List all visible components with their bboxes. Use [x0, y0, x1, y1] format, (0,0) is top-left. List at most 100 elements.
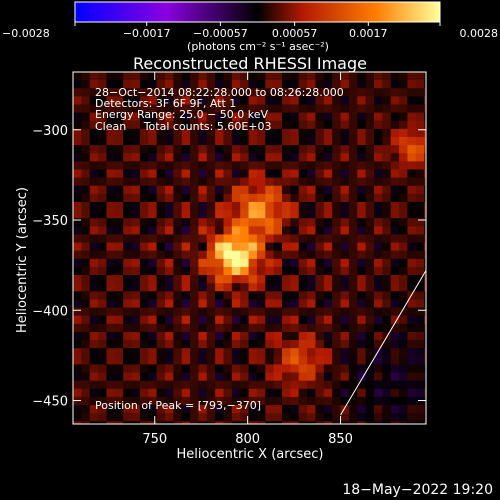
heatmap-cell [248, 388, 258, 398]
heatmap-cell [390, 145, 400, 154]
heatmap-cell [190, 210, 200, 219]
heatmap-cell [265, 348, 275, 357]
heatmap-cell [181, 104, 191, 114]
heatmap-cell [273, 72, 283, 81]
heatmap-cell [123, 413, 133, 422]
heatmap-cell [114, 315, 124, 325]
heatmap-cell [181, 413, 191, 422]
heatmap-cell [323, 348, 333, 357]
heatmap-cell [240, 226, 250, 236]
heatmap-cell [265, 80, 275, 89]
heatmap-cell [156, 242, 166, 252]
heatmap-cell [139, 405, 149, 414]
heatmap-cell [382, 193, 392, 203]
heatmap-cell [282, 340, 291, 349]
heatmap-cell [164, 169, 174, 179]
heatmap-cell [340, 242, 350, 252]
heatmap-cell [223, 356, 233, 366]
heatmap-cell [390, 331, 400, 341]
plot-frame [72, 71, 427, 425]
heatmap-cell [215, 421, 225, 424]
heatmap-cell [206, 250, 216, 260]
heatmap-cell [181, 153, 191, 162]
heatmap-cell [223, 250, 233, 260]
heatmap-cell [382, 201, 392, 211]
heatmap-cell [315, 218, 325, 227]
heatmap-cell [148, 405, 158, 414]
heatmap-cell [181, 201, 191, 211]
heatmap-cell [98, 88, 108, 97]
heatmap-cell [256, 348, 266, 357]
heatmap-cell [323, 169, 333, 179]
heatmap-cell [407, 218, 417, 227]
heatmap-cell [206, 266, 216, 276]
heatmap-cell [307, 364, 317, 374]
heatmap-cell [215, 185, 225, 195]
annotation-peak-position: Position of Peak = [793,−370] [95, 399, 261, 412]
heatmap-cell [240, 145, 250, 154]
heatmap-cell [332, 145, 342, 154]
heatmap-cell [156, 72, 166, 81]
heatmap-cell [173, 348, 183, 357]
heatmap-cell [223, 96, 233, 106]
heatmap-cell [206, 210, 216, 219]
heatmap-cell [415, 413, 425, 422]
heatmap-cell [131, 161, 141, 171]
heatmap-cell [215, 380, 225, 390]
heatmap-cell [164, 307, 174, 317]
heatmap-cell [390, 161, 400, 171]
heatmap-cell [315, 80, 325, 89]
heatmap-cell [382, 185, 392, 195]
heatmap-cell [290, 153, 300, 162]
heatmap-cell [215, 413, 225, 422]
heatmap-cell [73, 80, 82, 89]
heatmap-cell [256, 372, 266, 382]
heatmap-cell [231, 364, 241, 374]
heatmap-cell [198, 112, 208, 122]
heatmap-cell [340, 201, 350, 211]
heatmap-cell [73, 299, 82, 309]
heatmap-cell [415, 283, 425, 292]
heatmap-cell [373, 299, 383, 309]
heatmap-cell [215, 201, 225, 211]
heatmap-cell [139, 153, 149, 162]
heatmap-cell [198, 348, 208, 357]
heatmap-cell [373, 88, 383, 97]
heatmap-cell [248, 275, 258, 284]
heatmap-cell [215, 234, 225, 244]
heatmap-cell [164, 396, 174, 406]
heatmap-cell [139, 275, 149, 284]
heatmap-cell [357, 275, 367, 284]
heatmap-cell [164, 136, 174, 146]
heatmap-cell [265, 226, 275, 236]
heatmap-cell [156, 413, 166, 422]
heatmap-cell [357, 405, 367, 414]
heatmap-cell [148, 88, 158, 97]
heatmap-cell [382, 291, 392, 301]
heatmap-cell [399, 396, 409, 406]
heatmap-cell [148, 364, 158, 374]
heatmap-cell [307, 275, 317, 284]
heatmap-cell [173, 413, 183, 422]
heatmap-cell [365, 356, 375, 366]
heatmap-cell [81, 405, 91, 414]
heatmap-cell [298, 258, 308, 268]
heatmap-cell [73, 307, 82, 317]
heatmap-cell [156, 185, 166, 195]
heatmap-cell [148, 348, 158, 357]
heatmap-cell [148, 380, 158, 390]
heatmap-cell [81, 112, 91, 122]
heatmap-cell [290, 356, 300, 366]
heatmap-cell [373, 161, 383, 171]
heatmap-cell [190, 201, 200, 211]
heatmap-cell [98, 340, 108, 349]
heatmap-cell [106, 372, 116, 382]
heatmap-cell [407, 275, 417, 284]
heatmap-cell [407, 96, 417, 106]
heatmap-cell [407, 234, 417, 244]
heatmap-cell [164, 161, 174, 171]
heatmap-cell [73, 356, 82, 366]
heatmap-cell [156, 88, 166, 97]
heatmap-cell [298, 413, 308, 422]
